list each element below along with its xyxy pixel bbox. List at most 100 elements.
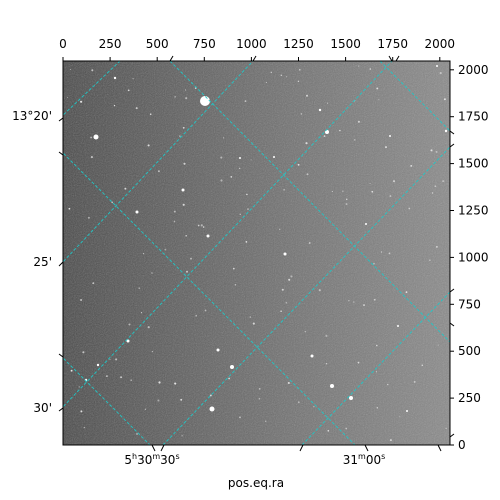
- faint-star: [308, 242, 311, 244]
- star: [349, 396, 353, 400]
- star: [444, 129, 448, 133]
- faint-star: [348, 300, 350, 302]
- faint-star: [378, 99, 380, 101]
- faint-star: [174, 382, 177, 385]
- faint-star: [111, 201, 113, 204]
- faint-star: [305, 142, 308, 145]
- right-tick-label: 2000: [458, 63, 489, 77]
- right-tick-label: 1750: [458, 110, 489, 124]
- faint-star: [173, 210, 176, 213]
- faint-star: [181, 435, 183, 437]
- faint-star: [445, 427, 447, 429]
- faint-star: [323, 135, 326, 137]
- faint-star: [285, 76, 287, 78]
- world-tick: [58, 151, 64, 156]
- faint-star: [437, 344, 439, 346]
- star: [239, 157, 241, 159]
- faint-star: [280, 310, 282, 312]
- top-tick-label: 0: [59, 37, 67, 51]
- faint-star: [443, 98, 446, 101]
- grid-line: [63, 61, 121, 116]
- faint-star: [306, 173, 309, 176]
- faint-star: [197, 224, 200, 227]
- faint-star: [408, 207, 411, 210]
- faint-star: [386, 383, 389, 386]
- world-tick: [388, 55, 393, 62]
- top-pixel-axis: 0 250 500 750 1000 1250 1500 1750 2000: [59, 37, 455, 61]
- faint-star: [410, 164, 413, 167]
- faint-star: [234, 284, 236, 286]
- faint-star: [399, 416, 401, 418]
- faint-star: [258, 388, 261, 390]
- faint-star: [90, 156, 93, 159]
- x-axis-label: pos.eq.ra: [228, 476, 284, 490]
- world-tick: [58, 353, 64, 358]
- grid-line: [169, 61, 450, 343]
- faint-star: [325, 334, 328, 337]
- faint-star: [180, 398, 183, 401]
- top-tick-label: 500: [146, 37, 169, 51]
- faint-star: [151, 272, 153, 274]
- faint-star: [151, 350, 154, 353]
- faint-star: [128, 323, 131, 326]
- faint-star: [120, 376, 123, 379]
- faint-star: [115, 358, 118, 361]
- faint-star: [195, 314, 198, 317]
- faint-star: [252, 322, 255, 325]
- faint-star: [158, 381, 161, 384]
- faint-star: [405, 291, 408, 293]
- faint-star: [209, 394, 212, 397]
- world-coordinate-ticks: [58, 55, 455, 452]
- faint-star: [157, 170, 160, 173]
- faint-star: [325, 362, 328, 365]
- star: [96, 363, 100, 367]
- top-tick-label: 750: [193, 37, 216, 51]
- faint-star: [135, 107, 138, 110]
- star: [93, 134, 99, 140]
- grid-line: [63, 357, 151, 445]
- faint-star: [124, 187, 127, 190]
- faint-star: [270, 71, 273, 74]
- faint-star: [280, 74, 282, 76]
- faint-star: [435, 245, 438, 248]
- faint-star: [183, 162, 186, 165]
- faint-star: [371, 190, 374, 193]
- faint-star: [220, 156, 223, 159]
- faint-star: [285, 301, 288, 304]
- world-tick: [449, 288, 455, 293]
- faint-star: [109, 359, 111, 361]
- faint-star: [345, 198, 348, 200]
- right-tick-label: 500: [458, 344, 481, 358]
- faint-star: [327, 429, 330, 432]
- star: [230, 365, 234, 369]
- faint-star: [149, 113, 152, 115]
- right-tick-label: 1500: [458, 157, 489, 171]
- faint-star: [290, 275, 293, 278]
- top-tick-label: 1250: [283, 37, 314, 51]
- faint-star: [287, 381, 290, 385]
- faint-star: [228, 377, 230, 380]
- faint-star: [232, 267, 235, 270]
- world-tick: [58, 261, 64, 267]
- faint-star: [179, 135, 181, 137]
- star: [330, 384, 334, 388]
- coordinate-grid: [63, 61, 450, 445]
- faint-star: [430, 149, 433, 152]
- dec-label-1: 13°20': [12, 109, 52, 123]
- faint-star: [353, 301, 355, 303]
- world-tick: [169, 55, 174, 62]
- faint-star: [380, 251, 383, 253]
- faint-star: [157, 399, 160, 402]
- faint-star: [147, 144, 150, 147]
- faint-star: [80, 298, 83, 302]
- star: [273, 156, 275, 158]
- faint-star: [249, 316, 252, 318]
- star: [318, 108, 322, 112]
- faint-star: [376, 87, 379, 90]
- star: [206, 234, 210, 238]
- faint-star: [83, 426, 86, 429]
- faint-star: [132, 78, 134, 80]
- faint-star: [185, 270, 189, 273]
- grid-line: [379, 61, 450, 132]
